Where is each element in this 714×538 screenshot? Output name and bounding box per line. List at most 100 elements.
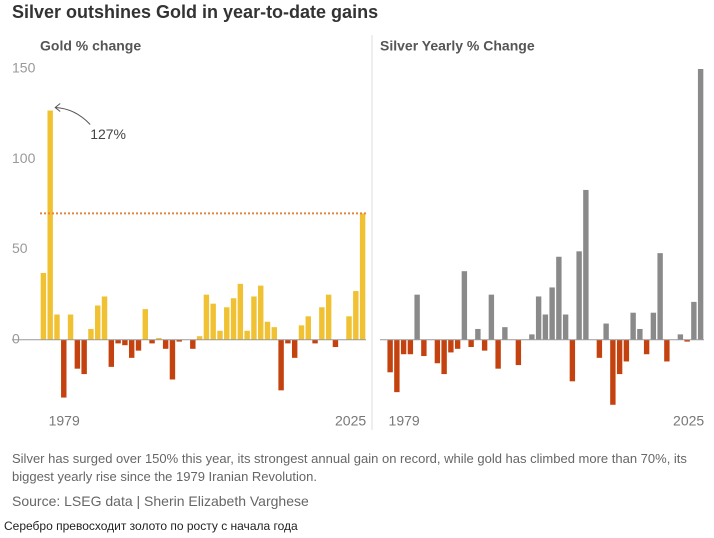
bar bbox=[74, 339, 81, 369]
bar bbox=[387, 339, 393, 373]
bar bbox=[224, 307, 230, 340]
bar bbox=[434, 339, 441, 364]
y-tick-label: 100 bbox=[12, 150, 36, 166]
bar bbox=[258, 285, 264, 340]
bar bbox=[481, 339, 488, 351]
panel-title: Gold % change bbox=[40, 38, 141, 54]
bar bbox=[319, 307, 325, 340]
bar bbox=[54, 314, 60, 340]
chart-title: Silver outshines Gold in year-to-date ga… bbox=[12, 2, 378, 22]
bar bbox=[529, 334, 535, 340]
source: Source: LSEG data | Sherin Elizabeth Var… bbox=[12, 493, 309, 509]
bar bbox=[122, 339, 128, 346]
bar bbox=[569, 339, 576, 382]
bar bbox=[230, 298, 237, 340]
bar bbox=[610, 339, 616, 405]
y-tick-label: 50 bbox=[12, 240, 28, 256]
bar bbox=[101, 296, 108, 340]
panel-title: Silver Yearly % Change bbox=[380, 38, 535, 54]
bar bbox=[108, 339, 115, 367]
bar bbox=[190, 339, 196, 349]
bar bbox=[61, 339, 67, 398]
bar bbox=[40, 272, 47, 340]
bar bbox=[576, 251, 582, 340]
bar bbox=[454, 339, 461, 349]
bar bbox=[217, 330, 223, 340]
bar bbox=[623, 339, 630, 362]
bar bbox=[421, 339, 427, 357]
bar bbox=[359, 213, 366, 340]
bar bbox=[441, 339, 447, 375]
bar bbox=[278, 339, 284, 391]
bar bbox=[556, 256, 562, 340]
x-tick-label: 2025 bbox=[673, 413, 704, 429]
bar bbox=[135, 339, 142, 351]
bar bbox=[461, 271, 468, 340]
caption: Silver has surged over 150% this year, i… bbox=[12, 451, 687, 484]
bar bbox=[616, 339, 623, 375]
bar bbox=[298, 325, 305, 340]
bar bbox=[47, 110, 53, 340]
y-tick-label: 0 bbox=[12, 330, 20, 346]
bar bbox=[169, 339, 176, 380]
bar bbox=[305, 316, 311, 340]
x-tick-label: 2025 bbox=[335, 413, 366, 429]
bar bbox=[407, 339, 414, 355]
bar bbox=[583, 189, 589, 340]
bar bbox=[691, 301, 697, 340]
bar bbox=[414, 294, 420, 340]
y-tick-label: 150 bbox=[12, 60, 36, 76]
x-tick-label: 1979 bbox=[389, 413, 420, 429]
bar bbox=[535, 296, 542, 340]
bar bbox=[650, 312, 657, 340]
bar bbox=[156, 337, 162, 340]
bar bbox=[291, 339, 298, 358]
bar bbox=[630, 312, 636, 340]
bar bbox=[475, 328, 481, 340]
bar bbox=[162, 339, 169, 349]
bar bbox=[542, 314, 549, 340]
bar bbox=[237, 283, 244, 340]
annotation-arrow bbox=[54, 103, 91, 125]
bar bbox=[312, 339, 318, 344]
bar bbox=[502, 327, 508, 340]
bar bbox=[210, 303, 216, 340]
bar bbox=[549, 287, 555, 340]
bar bbox=[88, 328, 94, 340]
bar bbox=[81, 339, 87, 375]
bar bbox=[149, 339, 155, 344]
bar bbox=[657, 253, 663, 340]
bar bbox=[562, 314, 569, 340]
bar bbox=[115, 339, 121, 344]
bar bbox=[488, 294, 495, 340]
bar bbox=[468, 339, 474, 348]
bar bbox=[264, 321, 271, 340]
bar bbox=[603, 323, 609, 340]
bar bbox=[495, 339, 501, 369]
x-tick-label: 1979 bbox=[49, 413, 80, 429]
bar bbox=[142, 309, 148, 340]
annotation: 127% bbox=[90, 126, 126, 142]
chart: Silver outshines Gold in year-to-date ga… bbox=[12, 2, 704, 430]
bar bbox=[664, 339, 670, 362]
bar bbox=[67, 314, 74, 340]
bar bbox=[637, 328, 643, 340]
bar bbox=[677, 334, 684, 340]
bar bbox=[448, 339, 454, 353]
bar bbox=[332, 339, 339, 348]
bar bbox=[325, 294, 332, 340]
bar bbox=[203, 294, 210, 340]
bar bbox=[346, 316, 352, 340]
bar bbox=[697, 69, 704, 340]
bar bbox=[251, 296, 257, 340]
bar bbox=[643, 339, 650, 355]
bar bbox=[196, 336, 203, 340]
bar bbox=[400, 339, 407, 355]
bar bbox=[95, 305, 101, 340]
bar bbox=[176, 339, 182, 342]
bar bbox=[596, 339, 603, 358]
bar bbox=[684, 339, 690, 342]
bar bbox=[353, 291, 359, 340]
bar bbox=[271, 327, 278, 340]
